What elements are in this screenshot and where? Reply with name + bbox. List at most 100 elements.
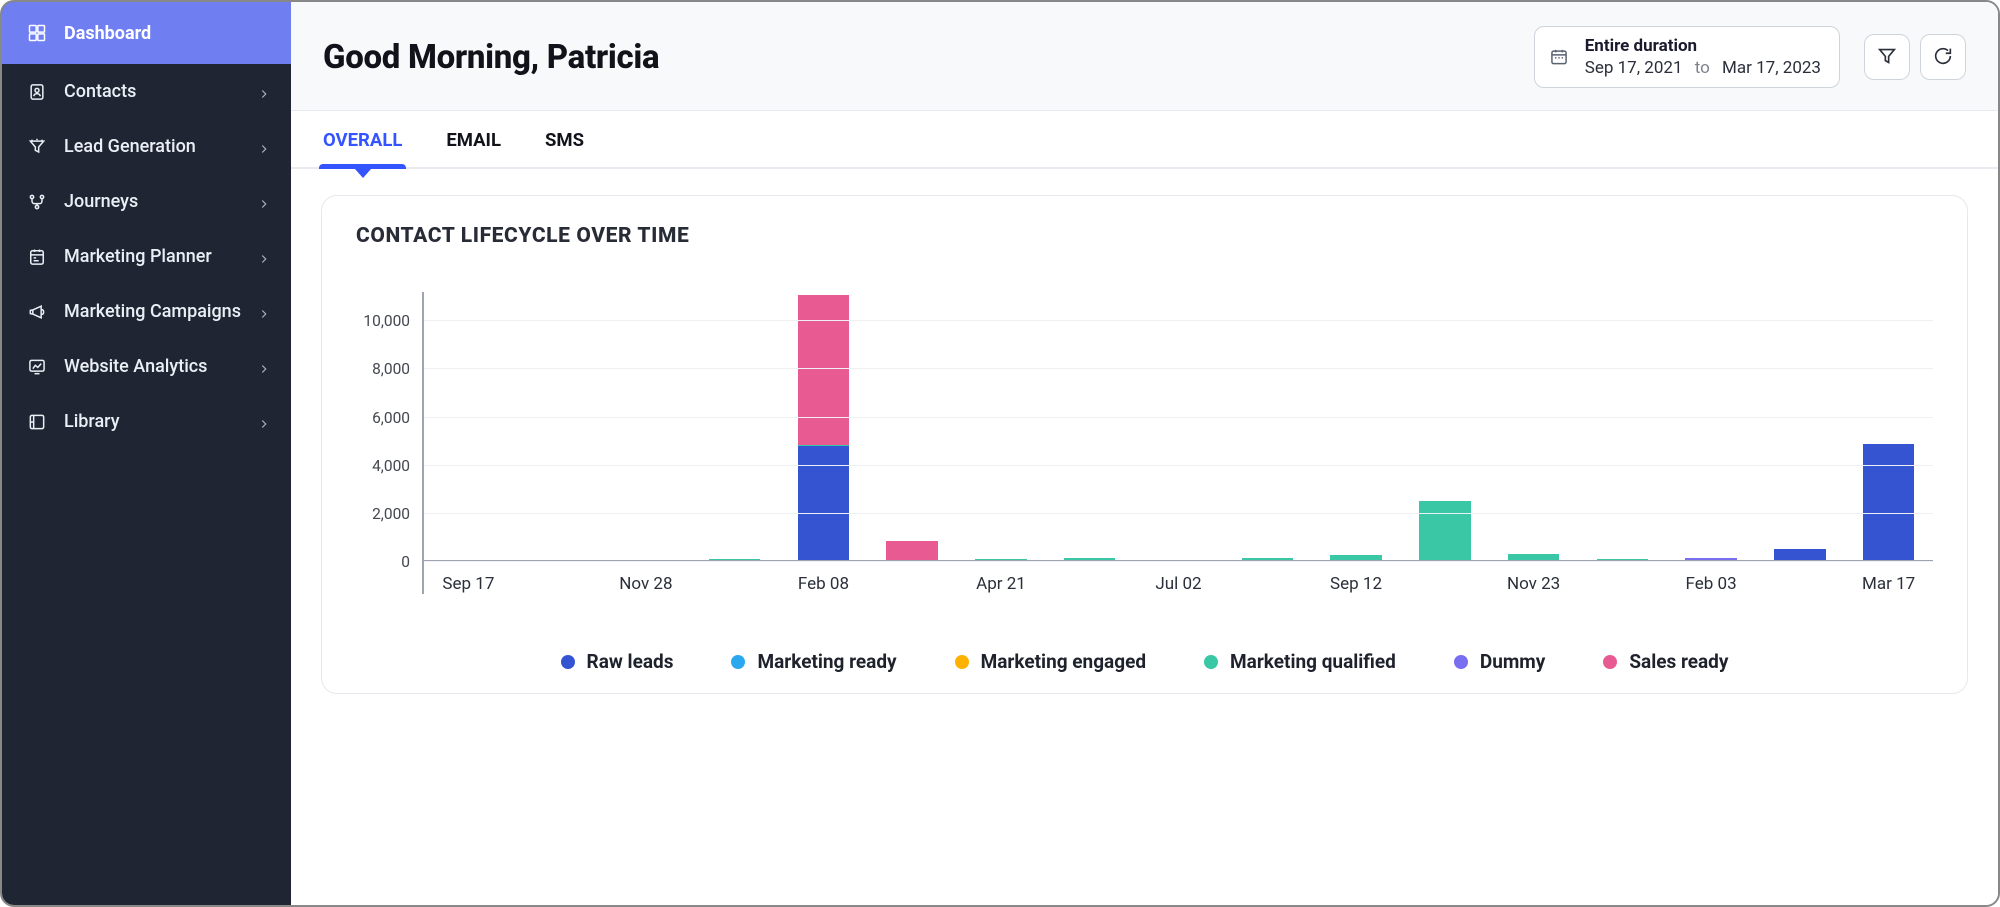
x-tick-label: Sep 12 [1312, 574, 1401, 594]
chevron-right-icon [257, 195, 271, 209]
sidebar-item-marketing-planner[interactable]: Marketing Planner [2, 229, 291, 284]
x-tick-label: Sep 17 [424, 574, 513, 594]
sidebar-item-journeys[interactable]: Journeys [2, 174, 291, 229]
chevron-right-icon [257, 140, 271, 154]
header-bar: Good Morning, Patricia Entire duration S… [291, 2, 1998, 111]
page-title: Good Morning, Patricia [323, 38, 659, 77]
x-tick-label: Nov 23 [1489, 574, 1578, 594]
card-wrap: CONTACT LIFECYCLE OVER TIME 02,0004,0006… [291, 169, 1998, 694]
gridline [424, 561, 1933, 562]
sidebar-item-website-analytics[interactable]: Website Analytics [2, 339, 291, 394]
legend-swatch [1204, 655, 1218, 669]
y-tick-label: 8,000 [354, 360, 420, 378]
analytics-icon [26, 356, 48, 378]
bar-segment-marketing_qualified [1419, 501, 1470, 562]
x-tick-label [1223, 574, 1312, 594]
gridline [424, 513, 1933, 514]
x-tick-label [690, 574, 779, 594]
legend-label: Marketing engaged [981, 650, 1146, 673]
bar-slot [1578, 292, 1667, 562]
funnel-icon [26, 136, 48, 158]
legend-swatch [731, 655, 745, 669]
legend-label: Marketing qualified [1230, 650, 1396, 673]
legend-item-marketing_ready[interactable]: Marketing ready [731, 650, 896, 673]
date-from: Sep 17, 2021 [1585, 58, 1683, 78]
contacts-icon [26, 81, 48, 103]
x-axis-labels: Sep 17Nov 28Feb 08Apr 21Jul 02Sep 12Nov … [424, 574, 1933, 594]
refresh-button[interactable] [1920, 34, 1966, 80]
bar-slot [779, 292, 868, 562]
date-range-picker[interactable]: Entire duration Sep 17, 2021 to Mar 17, … [1534, 26, 1840, 88]
bar-slot [602, 292, 691, 562]
sidebar-item-library[interactable]: Library [2, 394, 291, 449]
chevron-right-icon [257, 85, 271, 99]
chevron-right-icon [257, 415, 271, 429]
bar-stack[interactable] [886, 541, 937, 562]
filter-button[interactable] [1864, 34, 1910, 80]
x-tick-label [1578, 574, 1667, 594]
library-icon [26, 411, 48, 433]
tab-email[interactable]: EMAIL [446, 129, 501, 167]
bar-slot [690, 292, 779, 562]
y-tick-label: 6,000 [354, 409, 420, 427]
sidebar-item-label: Contacts [64, 81, 241, 102]
sidebar-item-label: Marketing Campaigns [64, 301, 241, 322]
sidebar-item-dashboard[interactable]: Dashboard [2, 2, 291, 64]
legend-item-marketing_qualified[interactable]: Marketing qualified [1204, 650, 1396, 673]
sidebar-item-lead-generation[interactable]: Lead Generation [2, 119, 291, 174]
gridline [424, 465, 1933, 466]
legend-item-dummy[interactable]: Dummy [1454, 650, 1545, 673]
legend-item-sales_ready[interactable]: Sales ready [1603, 650, 1728, 673]
bar-slot [1134, 292, 1223, 562]
legend-label: Dummy [1480, 650, 1545, 673]
gridline [424, 320, 1933, 321]
sidebar-item-label: Marketing Planner [64, 246, 241, 267]
y-axis: 02,0004,0006,0008,00010,000 [356, 292, 422, 562]
x-tick-label: Apr 21 [957, 574, 1046, 594]
x-tick-label: Feb 08 [779, 574, 868, 594]
x-tick-label: Mar 17 [1844, 574, 1933, 594]
legend-swatch [1454, 655, 1468, 669]
bar-slot [1223, 292, 1312, 562]
legend-item-raw_leads[interactable]: Raw leads [561, 650, 674, 673]
tab-overall[interactable]: OVERALL [323, 129, 402, 167]
date-range-title: Entire duration [1585, 35, 1821, 57]
refresh-icon [1932, 45, 1954, 70]
sidebar-item-contacts[interactable]: Contacts [2, 64, 291, 119]
journey-icon [26, 191, 48, 213]
sidebar: Dashboard Contacts Lead Generation Journeys… [2, 2, 291, 905]
sidebar-item-marketing-campaigns[interactable]: Marketing Campaigns [2, 284, 291, 339]
bar-stack[interactable] [798, 295, 849, 562]
calendar-icon [1549, 47, 1569, 67]
bar-stack[interactable] [1419, 501, 1470, 562]
legend-label: Marketing ready [757, 650, 896, 673]
legend-item-marketing_engaged[interactable]: Marketing engaged [955, 650, 1146, 673]
chart-root: 02,0004,0006,0008,00010,000 Sep 17Nov 28… [356, 292, 1933, 594]
sidebar-item-label: Website Analytics [64, 356, 241, 377]
main-pane: Good Morning, Patricia Entire duration S… [291, 2, 1998, 905]
x-tick-label [1045, 574, 1134, 594]
plot: Sep 17Nov 28Feb 08Apr 21Jul 02Sep 12Nov … [422, 292, 1933, 594]
x-tick-label: Jul 02 [1134, 574, 1223, 594]
tabs-bar: OVERALL EMAIL SMS [291, 111, 1998, 169]
bar-slot [957, 292, 1046, 562]
y-tick-label: 4,000 [354, 457, 420, 475]
legend: Raw leads Marketing ready Marketing engage… [356, 650, 1933, 673]
legend-label: Sales ready [1629, 650, 1728, 673]
tab-sms[interactable]: SMS [545, 129, 584, 167]
legend-label: Raw leads [587, 650, 674, 673]
dashboard-icon [26, 22, 48, 44]
date-to-word: to [1695, 58, 1710, 78]
bar-segment-sales_ready [798, 295, 849, 444]
planner-icon [26, 246, 48, 268]
sidebar-item-label: Journeys [64, 191, 241, 212]
gridline [424, 368, 1933, 369]
bars-container [424, 292, 1933, 562]
bar-slot [1312, 292, 1401, 562]
bar-slot [868, 292, 957, 562]
gridline [424, 417, 1933, 418]
bar-stack[interactable] [1863, 444, 1914, 562]
y-tick-label: 0 [354, 553, 420, 571]
sidebar-item-label: Library [64, 411, 241, 432]
chevron-right-icon [257, 250, 271, 264]
